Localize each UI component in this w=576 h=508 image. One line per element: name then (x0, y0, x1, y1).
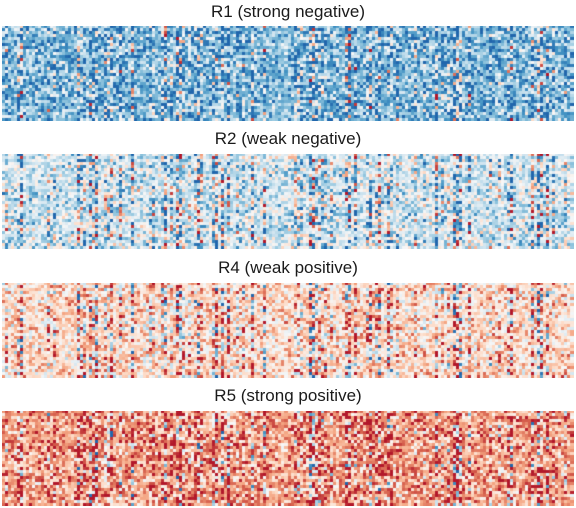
panel-title-r1: R1 (strong negative) (210, 2, 366, 21)
heatmap-r4 (2, 283, 574, 378)
heatmap-r1 (2, 26, 574, 121)
heatmap-r2 (2, 154, 574, 249)
panel-title-r5: R5 (strong positive) (214, 386, 362, 405)
panel-title-r4: R4 (weak positive) (218, 258, 358, 277)
heatmap-r5 (2, 411, 574, 506)
panel-title-r2: R2 (weak negative) (214, 129, 362, 148)
